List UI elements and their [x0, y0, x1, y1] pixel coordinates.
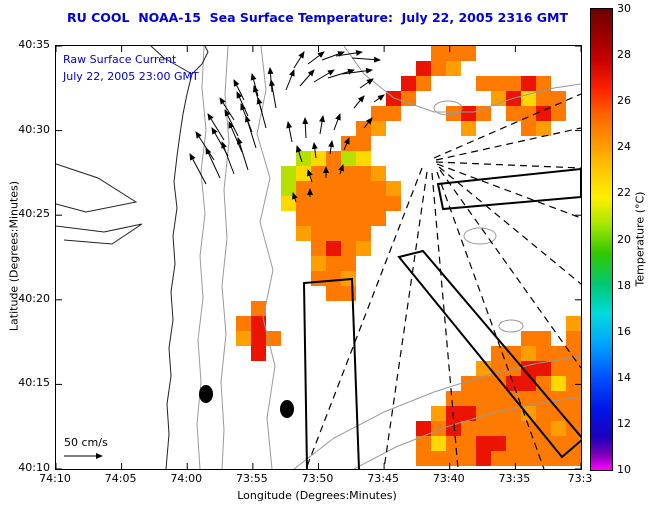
- x-tick-label: 74:10: [39, 472, 71, 485]
- x-tick-label: 74:00: [170, 472, 203, 485]
- colorbar-tick-label: 22: [617, 186, 631, 200]
- overlay-current-date: July 22, 2005 23:00 GMT: [63, 70, 199, 83]
- current-vector-layer: [189, 49, 385, 203]
- colorbar-tick-label: 12: [617, 416, 631, 430]
- x-tick-label: 73:45: [367, 472, 399, 485]
- y-tick-label: 40:25: [18, 207, 50, 221]
- figure-title: RU COOL NOAA-15 Sea Surface Temperature:…: [66, 10, 568, 25]
- y-tick-label: 40:30: [18, 122, 50, 136]
- colorbar-tick-label: 16: [617, 324, 631, 338]
- scale-label: 50 cm/s: [64, 436, 108, 449]
- colorbar-tick-label: 10: [617, 463, 631, 476]
- colorbar-tick-label: 14: [617, 370, 631, 384]
- y-axis-label: Latitude (Degrees:Minutes): [7, 180, 21, 332]
- x-axis-label: Longitude (Degrees:Minutes): [237, 489, 397, 502]
- colorbar-tick-label: 24: [617, 140, 631, 154]
- radial-dashed-line-layer: [305, 93, 581, 469]
- y-tick-label: 40:15: [18, 376, 50, 390]
- colorbar: [590, 8, 613, 471]
- plot-area: Raw Surface Current July 22, 2005 23:00 …: [55, 45, 582, 470]
- x-tick-label: 73:50: [301, 472, 334, 485]
- axis-tick-marks: [56, 46, 581, 469]
- colorbar-label: Temperature (°C): [633, 191, 647, 287]
- colorbar-tick-label: 26: [617, 94, 631, 108]
- sst-patch-layer: [236, 46, 581, 466]
- colorbar-tick-label: 18: [617, 278, 631, 292]
- colorbar-tick-label: 20: [617, 232, 631, 246]
- x-tick-label: 73:55: [236, 472, 268, 485]
- x-tick-label: 73:35: [498, 472, 531, 485]
- coastline-layer: [56, 46, 209, 469]
- y-tick-label: 40:35: [18, 38, 50, 51]
- colorbar-tick-label: 28: [617, 48, 631, 62]
- survey-track-layer: [302, 167, 581, 469]
- map-svg: [56, 46, 581, 469]
- y-tick-label: 40:10: [18, 461, 50, 474]
- station-dot-layer: [199, 385, 294, 418]
- x-tick-label: 73:40: [432, 472, 465, 485]
- x-tick-label: 73:3: [567, 472, 593, 485]
- colorbar-tick-label: 30: [617, 2, 631, 15]
- x-tick-label: 74:05: [104, 472, 137, 485]
- y-tick-label: 40:20: [18, 291, 50, 305]
- overlay-current-title: Raw Surface Current: [63, 53, 177, 66]
